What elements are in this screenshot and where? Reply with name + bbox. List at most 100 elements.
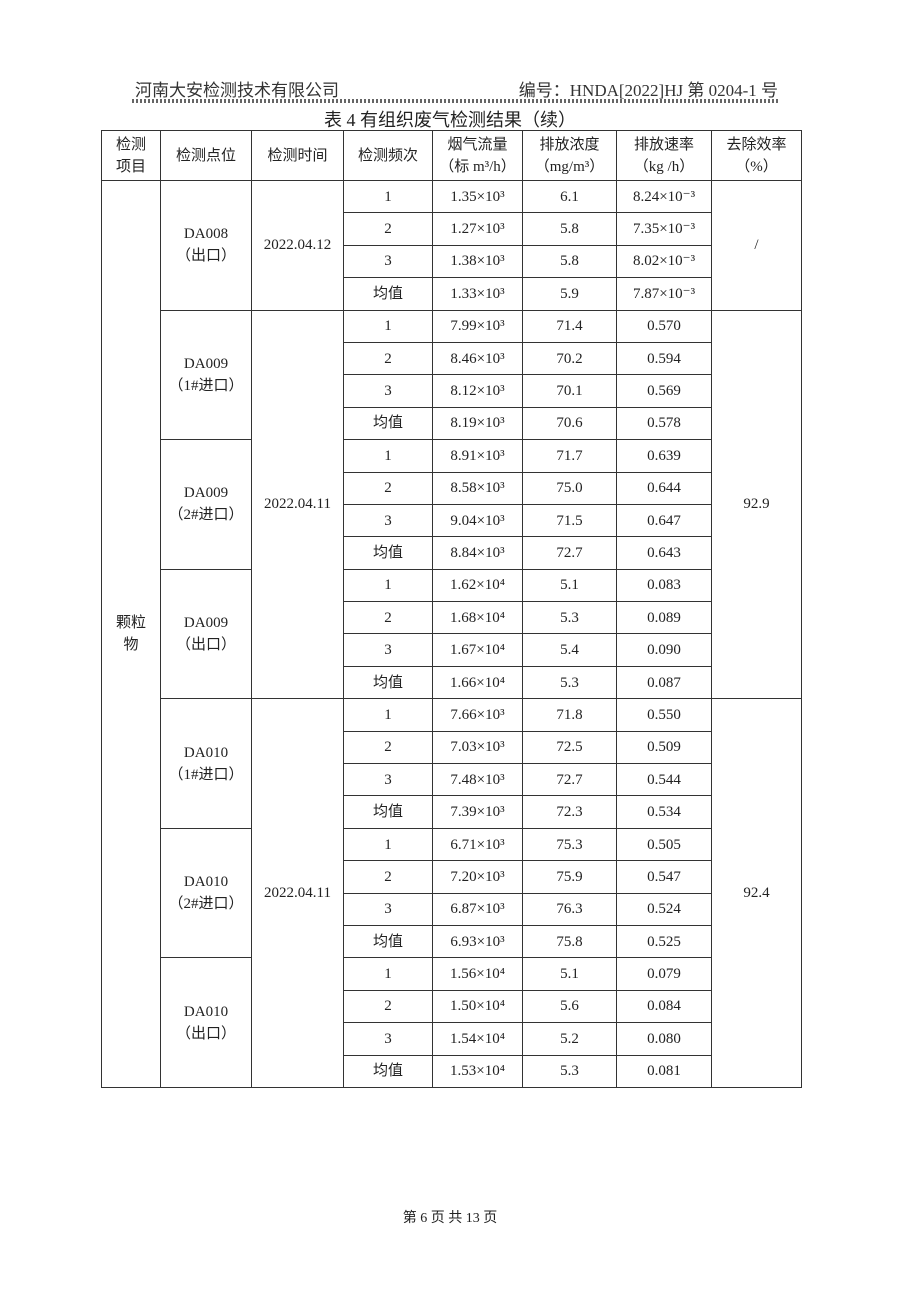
column-header: 检测 项目 (101, 130, 161, 181)
table-row: 2 7.20×10³ 75.9 0.547 (102, 860, 802, 894)
frequency: 3 (343, 244, 433, 279)
concentration: 72.3 (522, 795, 617, 829)
emission-rate: 0.090 (616, 633, 712, 667)
frequency: 1 (343, 179, 433, 214)
point-id: DA009 (183, 614, 229, 631)
sampling-point: DA009 （出口） (160, 568, 252, 700)
column-header: 检测频次 (343, 130, 433, 181)
flow-rate: 7.66×10³ (432, 698, 523, 732)
frequency: 3 (343, 633, 433, 667)
emission-rate: 0.547 (616, 860, 712, 894)
concentration: 72.7 (522, 763, 617, 797)
frequency: 2 (343, 989, 433, 1024)
column-header: 检测时间 (251, 130, 344, 181)
emission-rate: 0.505 (616, 827, 712, 862)
table-row: 均值 8.19×10³ 70.6 0.578 (102, 406, 802, 441)
emission-rate: 0.524 (616, 892, 712, 926)
flow-rate: 1.27×10³ (432, 212, 523, 246)
frequency: 均值 (343, 277, 433, 311)
emission-rate: 0.534 (616, 795, 712, 829)
removal-efficiency: 92.9 (711, 309, 802, 700)
frequency: 2 (343, 730, 433, 765)
concentration: 71.4 (522, 309, 617, 343)
emission-rate: 0.081 (616, 1054, 712, 1088)
table-row: DA010 （1#进口） 2022.04.11 1 7.66×10³ 71.8 0.550 9… (102, 698, 802, 1088)
removal-efficiency: 92.4 (711, 698, 802, 1088)
page-footer: 第 6 页 共 13 页 (402, 1211, 498, 1226)
point-location: （出口） (175, 1025, 236, 1042)
frequency: 均值 (343, 795, 433, 829)
flow-rate: 7.20×10³ (432, 860, 523, 894)
flow-rate: 7.03×10³ (432, 730, 523, 765)
flow-rate: 1.54×10⁴ (432, 1022, 523, 1056)
column-header-text: 检测时间 (267, 147, 328, 164)
flow-rate: 9.04×10³ (432, 503, 523, 538)
point-id: DA009 (183, 485, 229, 502)
flow-rate: 6.71×10³ (432, 827, 523, 862)
frequency: 3 (343, 503, 433, 538)
test-item-text: 颗粒 (115, 614, 146, 631)
column-header-text: 检测频次 (357, 147, 418, 164)
emission-rate: 0.639 (616, 439, 712, 473)
flow-rate: 8.46×10³ (432, 341, 523, 376)
frequency: 2 (343, 341, 433, 376)
concentration: 5.8 (522, 212, 617, 246)
column-header-text: 检测点位 (175, 147, 236, 164)
flow-rate: 1.56×10⁴ (432, 957, 523, 991)
flow-rate: 8.91×10³ (432, 439, 523, 473)
point-id: DA009 (183, 355, 229, 372)
concentration: 75.0 (522, 471, 617, 505)
table-row: 3 8.12×10³ 70.1 0.569 (102, 374, 802, 408)
flow-rate: 1.33×10³ (432, 277, 523, 311)
emission-rate: 0.083 (616, 568, 712, 603)
flow-rate: 8.84×10³ (432, 536, 523, 570)
column-header: 去除效率 （%） (711, 130, 802, 181)
column-header-text: 排放浓度 (539, 136, 600, 153)
flow-rate: 7.39×10³ (432, 795, 523, 829)
frequency: 均值 (343, 406, 433, 441)
frequency: 均值 (343, 1054, 433, 1088)
emission-rate: 0.084 (616, 989, 712, 1024)
emission-rate: 0.087 (616, 665, 712, 700)
concentration: 5.3 (522, 601, 617, 635)
flow-rate: 8.58×10³ (432, 471, 523, 505)
emission-rate: 0.509 (616, 730, 712, 765)
table-row: 2 8.58×10³ 75.0 0.644 (102, 471, 802, 505)
sampling-point: DA010 （出口） (160, 957, 252, 1088)
concentration: 5.4 (522, 633, 617, 667)
table-row: DA009 （2#进口） 1 8.91×10³ 71.7 0.639 (102, 439, 802, 570)
emission-rate: 0.550 (616, 698, 712, 732)
emission-rate: 8.02×10⁻³ (616, 244, 712, 279)
header-row: 检测 项目 检测点位 检测时间 检测频次 烟气流量 （标 m³/h） 排放浓度 （mg/m³）排… (101, 130, 802, 181)
frequency: 3 (343, 892, 433, 926)
flow-rate: 8.19×10³ (432, 406, 523, 441)
concentration: 5.3 (522, 665, 617, 700)
table-row: DA009 （1#进口） 2022.04.11 1 7.99×10³ 71.4 0.570 9… (102, 309, 802, 700)
frequency: 1 (343, 439, 433, 473)
frequency: 1 (343, 827, 433, 862)
concentration: 5.3 (522, 1054, 617, 1088)
emission-rate: 0.594 (616, 341, 712, 376)
emission-rate: 8.24×10⁻³ (616, 179, 712, 214)
emission-rate: 0.079 (616, 957, 712, 991)
table-row: 均值 1.53×10⁴ 5.3 0.081 (102, 1054, 802, 1088)
column-header-text: 检测 (115, 136, 146, 153)
column-header: 排放浓度 （mg/m³） (522, 130, 617, 181)
frequency: 1 (343, 957, 433, 991)
table-row: 3 1.54×10⁴ 5.2 0.080 (102, 1022, 802, 1056)
column-header-text: 排放速率 (633, 136, 694, 153)
sampling-point: DA010 （2#进口） (160, 827, 252, 959)
frequency: 3 (343, 1022, 433, 1056)
flow-rate: 1.68×10⁴ (432, 601, 523, 635)
company-name: 河南大安检测技术有限公司 (135, 81, 339, 100)
flow-rate: 8.12×10³ (432, 374, 523, 408)
emission-rate: 0.525 (616, 924, 712, 959)
concentration: 75.8 (522, 924, 617, 959)
frequency: 2 (343, 212, 433, 246)
column-header-text: 烟气流量 (447, 136, 508, 153)
emission-rate: 0.644 (616, 471, 712, 505)
flow-rate: 6.87×10³ (432, 892, 523, 926)
concentration: 76.3 (522, 892, 617, 926)
table-row: 颗粒物 DA008 （出口） 2022.04.12 1 1.35×10³ 6.1 8.24×1… (101, 179, 802, 1088)
column-header-text: （标 m³/h） (439, 158, 516, 175)
